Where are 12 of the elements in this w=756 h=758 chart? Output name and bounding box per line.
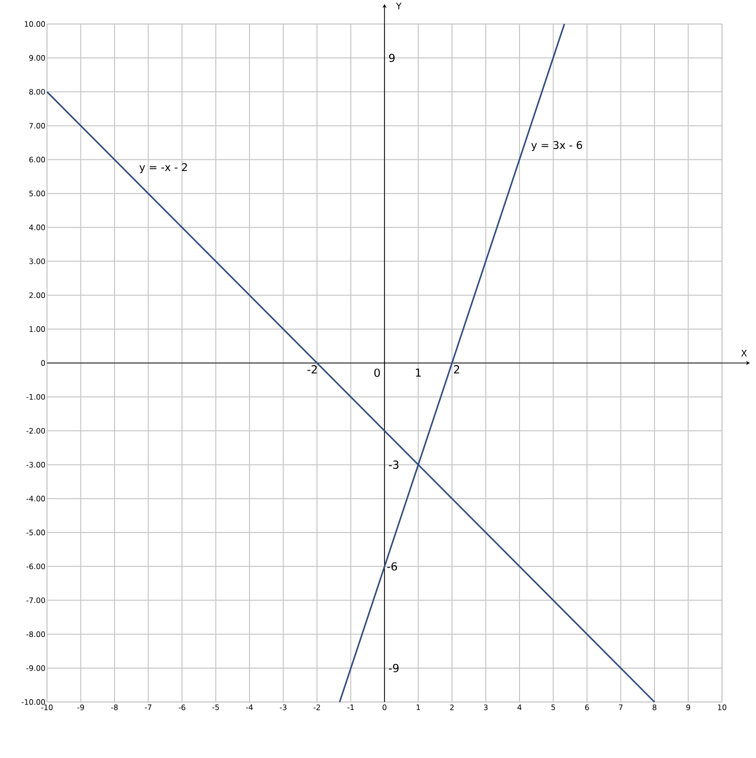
- annotation: 2: [454, 365, 460, 374]
- series-label: y = 3x - 6: [531, 141, 582, 152]
- annotation: -9: [388, 664, 399, 672]
- annotation: 0: [374, 368, 380, 377]
- annotation: 9: [389, 54, 395, 62]
- annotation: 1: [416, 368, 421, 377]
- annotation: -2: [307, 365, 317, 374]
- series-label: y = -x - 2: [139, 163, 187, 174]
- annotation: -6: [387, 562, 397, 571]
- y-axis-title: Y: [396, 2, 402, 10]
- annotation: -3: [388, 460, 398, 469]
- x-axis-title: X: [741, 350, 747, 356]
